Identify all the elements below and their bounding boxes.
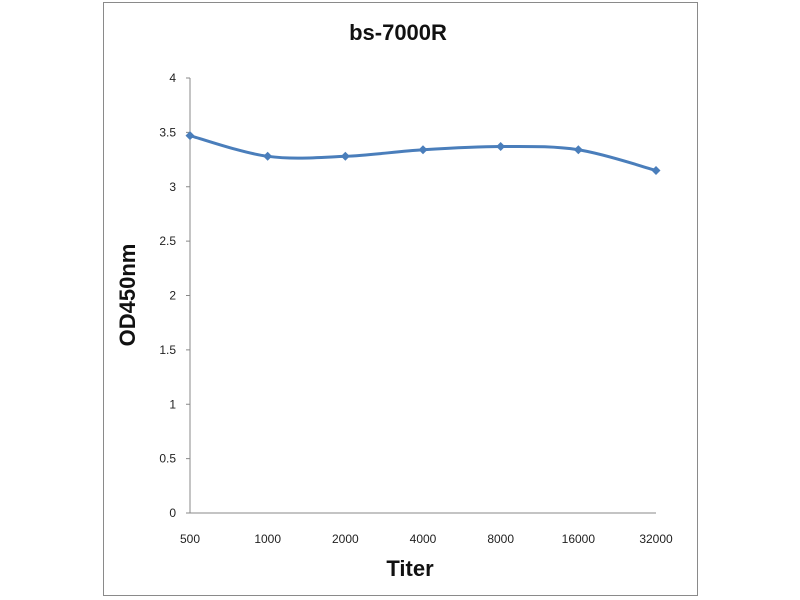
chart-frame xyxy=(103,2,698,596)
x-tick-label: 8000 xyxy=(487,532,514,546)
y-tick-labels: 0 0.5 1 1.5 2 2.5 3 3.5 4 xyxy=(159,71,190,520)
data-point-marker xyxy=(418,145,428,155)
y-axis-title: OD450nm xyxy=(115,244,140,347)
x-tick-label: 16000 xyxy=(562,532,596,546)
y-tick-label: 2 xyxy=(169,289,176,303)
x-tick-label: 1000 xyxy=(254,532,281,546)
data-point-marker xyxy=(263,151,273,161)
y-tick-label: 3.5 xyxy=(159,125,176,139)
y-tick-label: 4 xyxy=(169,71,176,85)
data-point-marker xyxy=(651,165,661,175)
chart-title: bs-7000R xyxy=(349,20,447,45)
x-tick-label: 32000 xyxy=(639,532,673,546)
y-tick-label: 2.5 xyxy=(159,234,176,248)
data-point-marker xyxy=(573,145,583,155)
y-tick-label: 3 xyxy=(169,180,176,194)
x-tick-labels: 500 1000 2000 4000 8000 16000 32000 xyxy=(180,532,673,546)
data-point-marker xyxy=(496,142,506,152)
y-tick-label: 1 xyxy=(169,397,176,411)
x-tick-label: 500 xyxy=(180,532,200,546)
x-tick-label: 2000 xyxy=(332,532,359,546)
data-point-marker xyxy=(185,131,195,141)
x-axis-title: Titer xyxy=(386,556,434,581)
y-tick-label: 0.5 xyxy=(159,452,176,466)
data-point-marker xyxy=(340,151,350,161)
y-tick-label: 0 xyxy=(169,506,176,520)
axes xyxy=(189,78,656,514)
x-tick-label: 4000 xyxy=(410,532,437,546)
series-layer xyxy=(185,131,661,175)
y-tick-label: 1.5 xyxy=(159,343,176,357)
